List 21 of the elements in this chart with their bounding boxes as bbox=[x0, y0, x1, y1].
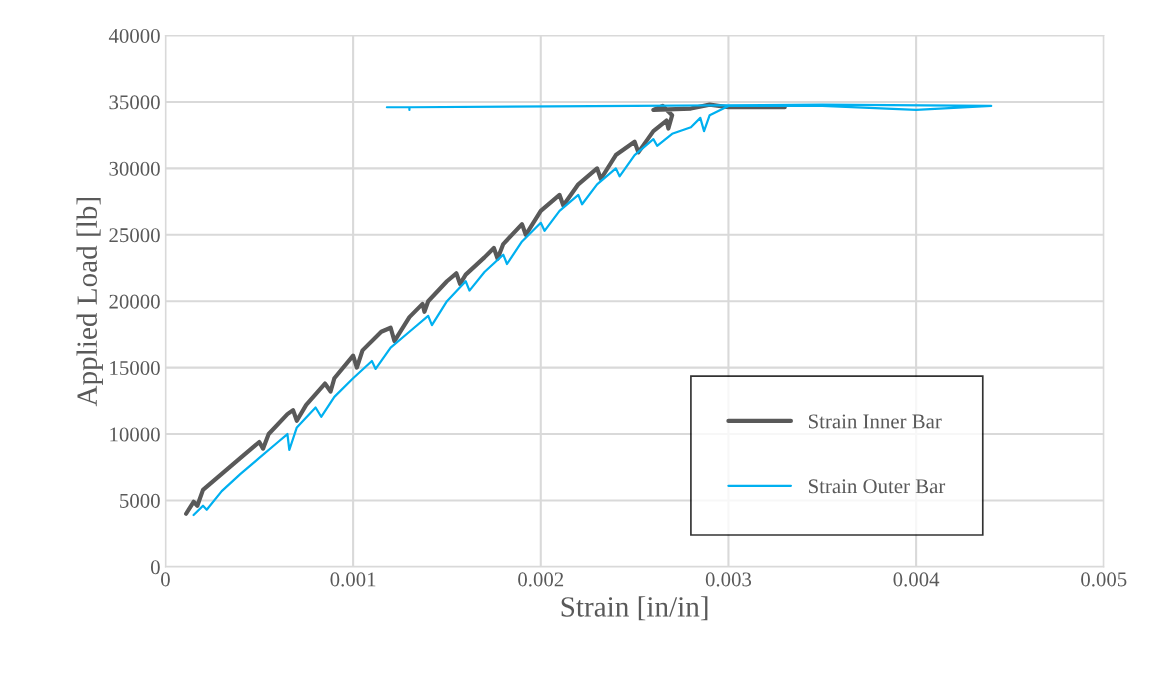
y-tick-label: 40000 bbox=[108, 28, 160, 43]
x-axis-title: Strain [in/in] bbox=[561, 596, 708, 621]
line-series bbox=[192, 103, 993, 517]
y-tick-label: 20000 bbox=[109, 294, 160, 309]
y-tick-label: 35000 bbox=[109, 95, 160, 110]
y-tick-label: 0 bbox=[150, 560, 160, 575]
x-tick-label: 0.003 bbox=[705, 572, 752, 587]
y-tick-label: 5000 bbox=[120, 493, 160, 508]
legend-label: Strain Inner Bar bbox=[808, 414, 942, 429]
x-tick-label: 0.005 bbox=[1081, 572, 1127, 587]
y-tick-label: 25000 bbox=[109, 228, 160, 243]
legend-label: Strain Outer Bar bbox=[808, 479, 946, 494]
y-axis-title: Applied Load [lb] bbox=[76, 198, 103, 407]
y-tick-label: 10000 bbox=[110, 427, 160, 442]
x-tick-label: 0.004 bbox=[893, 572, 940, 587]
x-tick-label: 0.002 bbox=[518, 572, 564, 587]
line-series bbox=[184, 102, 787, 516]
x-tick-label: 0.001 bbox=[330, 572, 376, 587]
y-tick-label: 30000 bbox=[109, 161, 160, 176]
y-tick-label: 15000 bbox=[110, 361, 160, 376]
x-tick-label: 0 bbox=[161, 572, 170, 587]
